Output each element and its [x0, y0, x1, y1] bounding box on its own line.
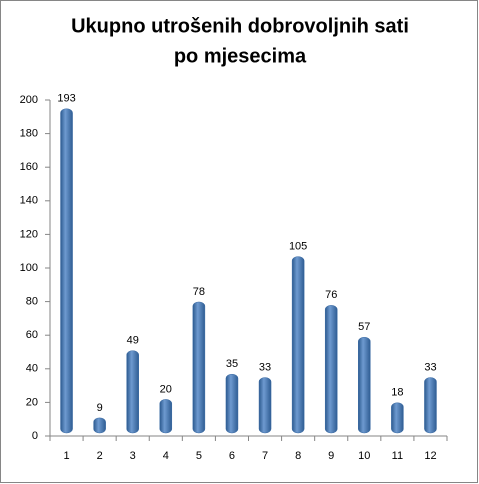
x-tick-label: 12: [424, 450, 436, 462]
y-tick-label: 100: [20, 262, 38, 274]
y-tick-label: 60: [26, 329, 38, 341]
bar: [424, 377, 437, 434]
bar: [291, 256, 305, 434]
bar: [126, 350, 139, 434]
y-tick-label: 0: [32, 430, 38, 442]
x-tick-label: 5: [196, 450, 202, 462]
bar: [225, 373, 239, 434]
y-tick-label: 120: [20, 228, 38, 240]
bar: [358, 336, 371, 434]
bar: [159, 399, 173, 434]
bar: [391, 402, 404, 434]
x-tick-label: 2: [97, 450, 103, 462]
bar: [192, 301, 206, 434]
data-label: 35: [226, 358, 238, 370]
data-label: 20: [160, 383, 172, 395]
x-tick-label: 1: [63, 450, 69, 462]
y-tick-label: 140: [20, 195, 38, 207]
x-tick-label: 10: [358, 450, 370, 462]
data-label: 49: [127, 335, 139, 347]
data-label: 78: [193, 286, 205, 298]
data-label: 193: [57, 93, 75, 105]
x-tick-label: 11: [392, 450, 403, 462]
data-label: 105: [289, 241, 307, 253]
data-label: 18: [391, 387, 403, 399]
bar: [324, 305, 338, 434]
data-label: 57: [358, 321, 370, 333]
x-tick-label: 6: [229, 450, 235, 462]
data-label: 9: [97, 402, 103, 414]
y-tick-label: 200: [20, 94, 38, 106]
data-label: 33: [424, 361, 436, 373]
data-label: 76: [325, 289, 337, 301]
x-tick-label: 9: [328, 450, 334, 462]
y-tick-label: 20: [26, 396, 38, 408]
bar: [258, 377, 272, 434]
y-tick-label: 80: [26, 296, 38, 308]
bar: [93, 417, 106, 434]
x-tick-label: 3: [130, 450, 136, 462]
chart-title: Ukupno utrošenih dobrovoljnih sati: [71, 15, 409, 37]
chart-title: po mjesecima: [174, 45, 307, 67]
x-tick-label: 4: [163, 450, 169, 462]
x-tick-label: 8: [295, 450, 301, 462]
y-tick-label: 40: [26, 363, 38, 375]
y-tick-label: 180: [20, 128, 38, 140]
y-tick-label: 160: [20, 161, 38, 173]
x-tick-label: 7: [262, 450, 268, 462]
bar: [60, 108, 73, 434]
data-label: 33: [259, 361, 271, 373]
